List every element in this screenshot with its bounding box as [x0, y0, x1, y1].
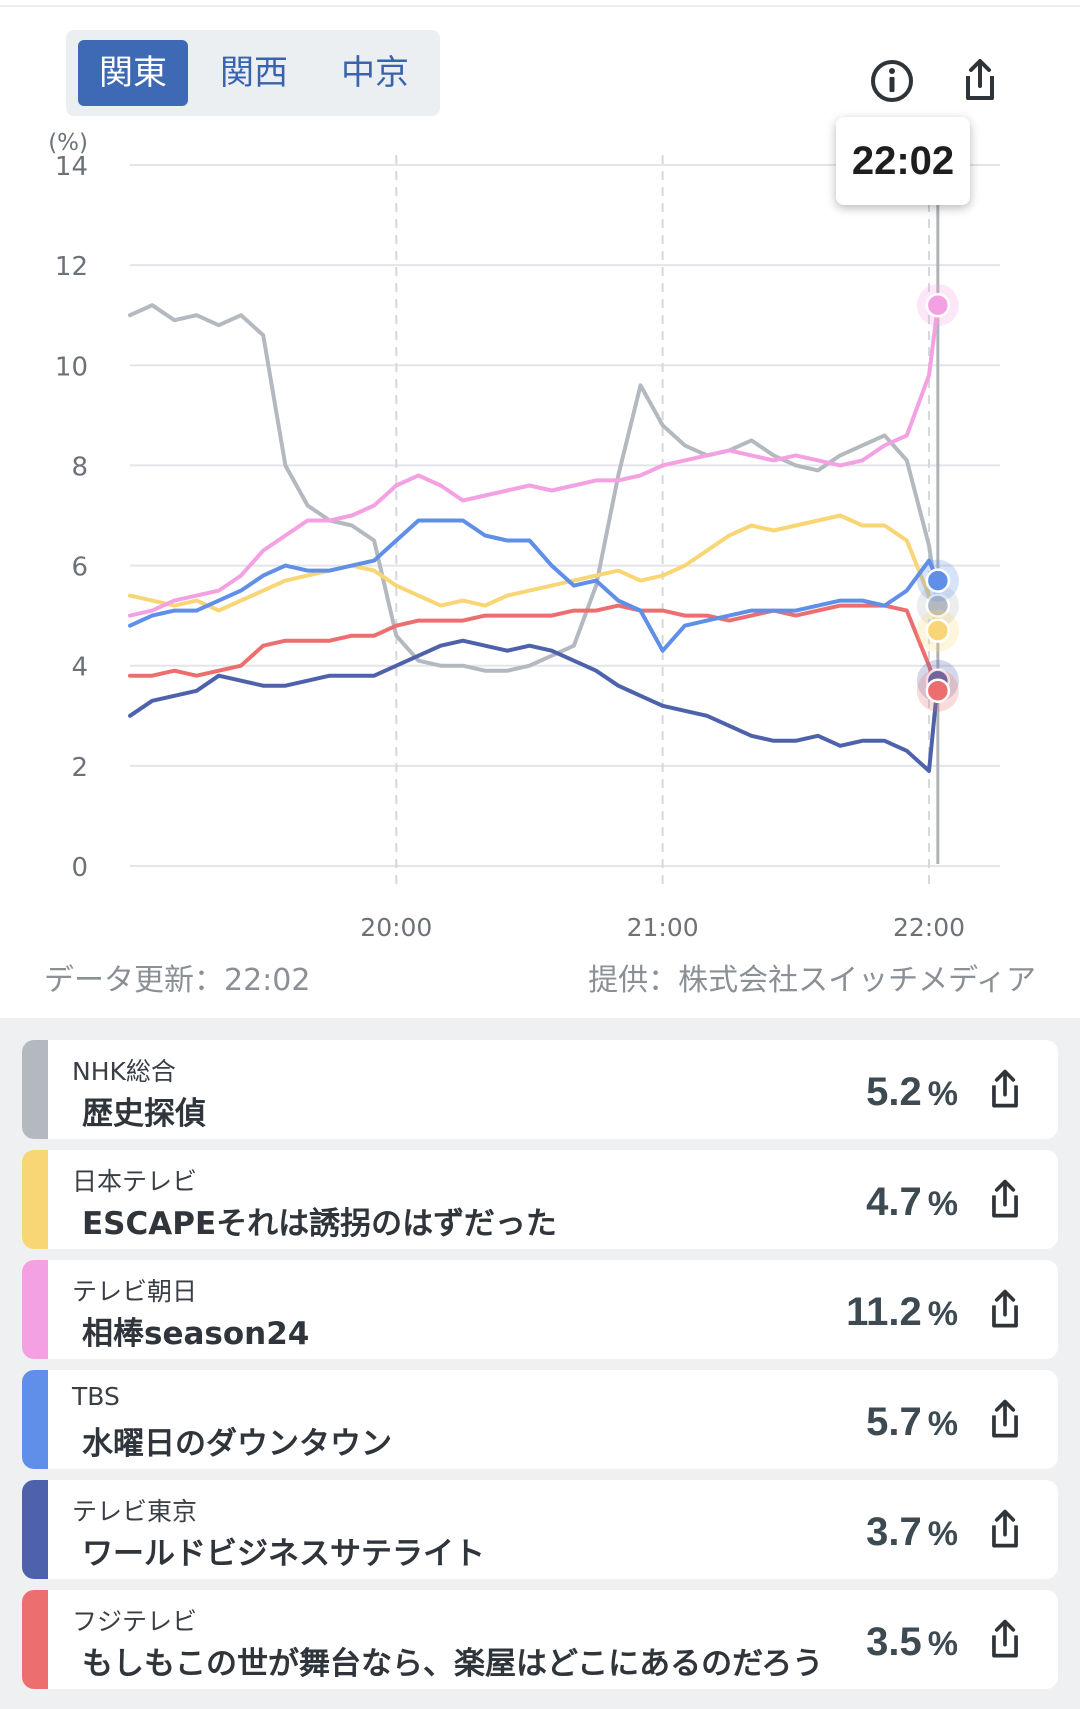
rating-value: 3.5%	[866, 1620, 958, 1664]
rating-card-tv-asahi[interactable]: テレビ朝日 相棒season24 11.2%	[22, 1260, 1058, 1359]
rating-value: 4.7%	[866, 1180, 958, 1224]
series-point-3	[925, 292, 951, 318]
channel-name: フジテレビ	[72, 1607, 198, 1636]
y-tick-label: 6	[71, 553, 88, 583]
series-line-5	[128, 638, 940, 773]
y-tick-label: 8	[71, 452, 88, 482]
info-icon[interactable]	[867, 56, 917, 106]
program-title: 歴史探偵	[82, 1096, 206, 1132]
series-line-2	[128, 513, 940, 633]
program-title: 水曜日のダウンタウン	[82, 1426, 392, 1462]
y-tick-label: 2	[71, 753, 88, 783]
tab-kanto[interactable]: 関東	[78, 40, 188, 106]
x-tick-label: 20:00	[360, 913, 432, 942]
series-line-1	[128, 303, 940, 673]
ratings-line-chart: 0 2 4 6 8 10 12 14(%) 20:00 21:00 22:00	[48, 130, 1000, 942]
rating-value: 11.2%	[846, 1290, 958, 1334]
rating-value: 5.7%	[866, 1400, 958, 1444]
channel-name: テレビ東京	[72, 1497, 198, 1526]
top-divider	[0, 5, 1080, 7]
rating-card-ntv[interactable]: 日本テレビ ESCAPEそれは誘拐のはずだった 4.7%	[22, 1150, 1058, 1249]
series-line-3	[128, 303, 940, 618]
channel-color-bar	[22, 1260, 48, 1359]
channel-name: テレビ朝日	[72, 1277, 198, 1306]
channel-name: 日本テレビ	[72, 1167, 198, 1196]
rating-card-tbs[interactable]: TBS 水曜日のダウンタウン 5.7%	[22, 1370, 1058, 1469]
share-icon[interactable]	[982, 1617, 1028, 1663]
share-icon[interactable]	[982, 1397, 1028, 1443]
x-tick-label: 21:00	[627, 913, 699, 942]
rating-card-fuji[interactable]: フジテレビ もしもこの世が舞台なら、楽屋はどこにあるのだろう 3.5%	[22, 1590, 1058, 1689]
tab-kansai[interactable]: 関西	[220, 53, 288, 93]
y-tick-label: 14	[55, 152, 88, 182]
channel-color-bar	[22, 1590, 48, 1689]
region-tabs: 関東 関西 中京	[66, 30, 440, 116]
tab-chukyo[interactable]: 中京	[341, 53, 409, 93]
y-tick-label: 10	[55, 352, 88, 382]
y-tick-label: 4	[71, 653, 88, 683]
y-tick-label: 12	[55, 252, 88, 282]
share-icon[interactable]	[982, 1177, 1028, 1223]
channel-color-bar	[22, 1040, 48, 1139]
channel-color-bar	[22, 1150, 48, 1249]
series-point-4	[925, 568, 951, 593]
series-point-1	[925, 593, 951, 618]
series-line-6	[128, 603, 940, 693]
share-icon[interactable]	[982, 1507, 1028, 1553]
data-updated-label: データ更新：22:02	[44, 963, 311, 998]
series-line-4	[128, 518, 940, 653]
program-title: 相棒season24	[82, 1316, 310, 1352]
y-tick-label: 0	[71, 853, 88, 883]
rating-card-nhk[interactable]: NHK総合 歴史探偵 5.2%	[22, 1040, 1058, 1139]
series-point-2	[925, 618, 951, 643]
time-tooltip: 22:02	[836, 117, 970, 205]
share-icon[interactable]	[955, 56, 1005, 106]
program-title: ワールドビジネスサテライト	[82, 1536, 485, 1572]
channel-name: TBS	[72, 1382, 120, 1411]
provider-label: 提供：株式会社スイッチメディア	[588, 963, 1036, 998]
channel-color-bar	[22, 1370, 48, 1469]
channel-color-bar	[22, 1480, 48, 1579]
share-icon[interactable]	[982, 1287, 1028, 1333]
y-axis-unit: (%)	[48, 130, 88, 156]
series-point-6	[925, 678, 951, 703]
program-title: もしもこの世が舞台なら、楽屋はどこにあるのだろう	[82, 1646, 824, 1682]
rating-value: 5.2%	[866, 1070, 958, 1114]
channel-name: NHK総合	[72, 1057, 176, 1086]
share-icon[interactable]	[982, 1067, 1028, 1113]
rating-card-tv-tokyo[interactable]: テレビ東京 ワールドビジネスサテライト 3.7%	[22, 1480, 1058, 1579]
ratings-list: NHK総合 歴史探偵 5.2% 日本テレビ ESCAPEそれは誘拐のはずだった …	[0, 1018, 1080, 1709]
program-title: ESCAPEそれは誘拐のはずだった	[82, 1206, 557, 1242]
x-tick-label: 22:00	[893, 913, 965, 942]
rating-value: 3.7%	[866, 1510, 958, 1554]
